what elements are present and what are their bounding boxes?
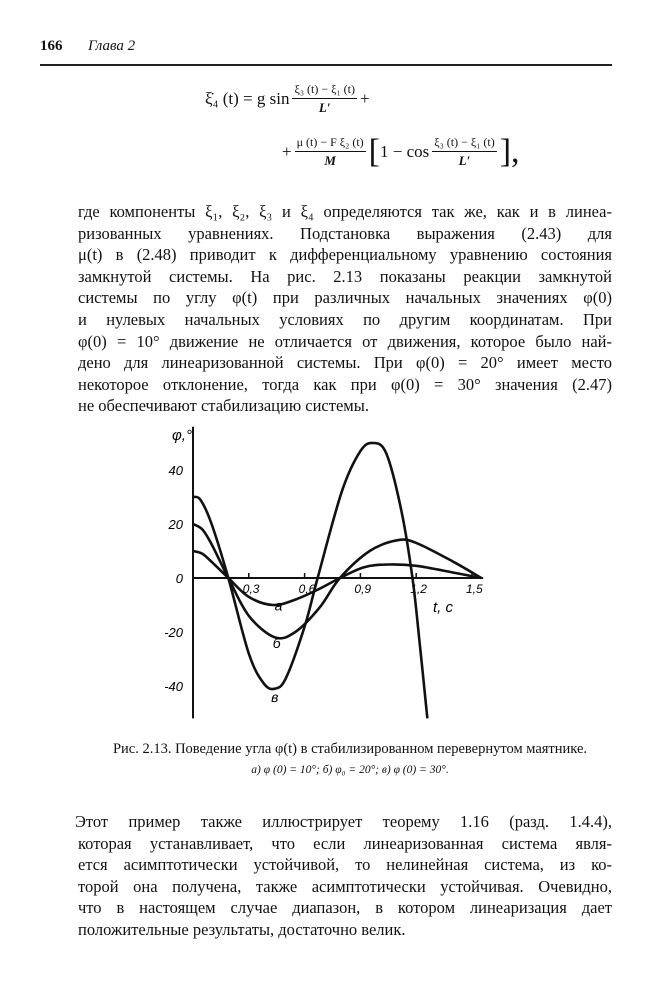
series-line-3 [192,441,429,719]
eq-bracket: [ [368,133,380,170]
header-rule [40,64,612,66]
text-line: торой она получена, также асимптотически… [78,876,612,896]
x-tick-label: 0,3 [243,582,260,596]
eq-numerator: ξ₃ (t) − ξ₁ (t) [432,135,497,152]
text-line: системы по углу φ(t) при различных начал… [78,288,612,308]
text-line: и нулевых начальных условиях по другим к… [78,309,612,329]
eq-bracket: ], [499,133,520,170]
text-line: ризованных уравнениях. Подстановка выраж… [78,223,612,243]
series-line-2 [192,522,482,640]
eq-denominator: M [324,153,336,168]
eq-fraction: ξ₃ (t) − ξ₁ (t) L′ [292,82,357,116]
paragraph-2: Этот пример также иллюстрирует теорему 1… [75,811,612,941]
text-line: которая устанавливает, что если линеариз… [78,833,612,853]
text-line: дено для линеаризованной системы. При φ(… [78,353,612,373]
figure-caption-legend: а) φ (0) = 10°; б) φ₀ = 20°; в) φ (0) = … [251,764,449,776]
text-line: положительные результаты, достаточно вел… [78,919,406,939]
equation-line-1: ξ̇₄ (t) = g sin ξ₃ (t) − ξ₁ (t) L′ + [205,82,370,116]
text-line: где компоненты ξ₁, ξ₂, ξ₃ и ξ₄ определяю… [78,202,612,221]
eq-denominator: L′ [318,100,331,115]
series-label: в [271,689,278,705]
y-tick-label: -40 [164,679,184,694]
text-line: что в настоящем случае диапазон, в котор… [78,898,612,918]
text-line: не обеспечивают стабилизацию системы. [78,396,369,416]
eq-lhs: ξ̇₄ (t) = g sin [205,89,290,108]
eq-plus: + [359,89,370,108]
text-line: Этот пример также иллюстрирует теорему 1… [75,812,612,831]
figure-caption: Рис. 2.13. Поведение угла φ(t) в стабили… [112,741,588,757]
y-tick-label: -20 [164,625,184,640]
x-tick-label: 1,5 [466,582,483,596]
page-number: 166 [40,38,63,54]
series-label: а [275,597,283,613]
text-line: некоторое отклонение, тогда как при φ(0)… [78,374,612,394]
eq-plus: + [282,142,292,161]
y-tick-label: 20 [168,517,184,532]
x-axis-label: t, c [433,599,454,616]
eq-numerator: μ (t) − F ξ₂ (t) [294,135,366,152]
running-header: Глава 2 [88,38,136,54]
eq-cos-term: 1 − cos [379,142,430,161]
eq-fraction: ξ₃ (t) − ξ₁ (t) L′ [432,135,497,169]
series-line-1 [192,549,482,607]
eq-fraction: μ (t) − F ξ₂ (t) M [294,135,366,169]
text-line: φ(0) = 10° движение не отличается от дви… [78,331,612,351]
eq-denominator: L′ [458,153,471,168]
text-line: замкнутой системы. На рис. 2.13 показаны… [78,266,612,286]
text-line: μ(t) в (2.48) приводит к дифференциально… [78,245,612,265]
y-axis-label: φ,° [172,427,192,444]
series-label: б [273,635,282,651]
equation-line-2: + μ (t) − F ξ₂ (t) M [ 1 − cos ξ₃ (t) − ξ… [282,135,520,169]
y-tick-label: 40 [169,463,184,478]
y-tick-label: 0 [176,571,184,586]
paragraph-1: где компоненты ξ₁, ξ₂, ξ₃ и ξ₄ определяю… [78,201,612,417]
eq-numerator: ξ₃ (t) − ξ₁ (t) [292,82,357,99]
text-line: ется асимптотически устойчивой, то нелин… [78,855,612,875]
x-tick-label: 0,9 [354,582,371,596]
